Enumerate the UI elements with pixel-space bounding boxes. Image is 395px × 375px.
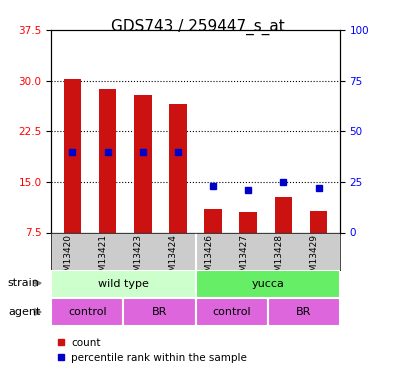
Bar <box>275 197 292 232</box>
Text: control: control <box>212 307 251 317</box>
Text: GSM13424: GSM13424 <box>169 234 178 283</box>
Text: GSM13421: GSM13421 <box>99 234 107 284</box>
Bar <box>99 89 117 232</box>
Text: GSM13426: GSM13426 <box>204 234 213 284</box>
Text: wild type: wild type <box>98 279 149 289</box>
Text: control: control <box>68 307 107 317</box>
Text: yucca: yucca <box>251 279 284 289</box>
Bar <box>134 96 152 232</box>
Bar <box>64 79 81 232</box>
Bar <box>169 104 187 232</box>
Bar <box>196 270 340 298</box>
Text: GDS743 / 259447_s_at: GDS743 / 259447_s_at <box>111 19 284 35</box>
Legend: count, percentile rank within the sample: count, percentile rank within the sample <box>51 334 251 367</box>
Bar <box>239 212 257 232</box>
Text: BR: BR <box>296 307 311 317</box>
Bar <box>123 298 196 326</box>
Text: GSM13420: GSM13420 <box>64 234 72 284</box>
Bar <box>196 298 267 326</box>
Bar <box>51 270 196 298</box>
Text: GSM13429: GSM13429 <box>310 234 319 284</box>
Bar <box>310 211 327 232</box>
Bar <box>204 209 222 232</box>
Text: GSM13427: GSM13427 <box>239 234 248 284</box>
Text: agent: agent <box>8 307 40 317</box>
Text: BR: BR <box>152 307 167 317</box>
Bar <box>51 298 123 326</box>
Text: GSM13423: GSM13423 <box>134 234 143 284</box>
Bar <box>268 298 340 326</box>
Text: GSM13428: GSM13428 <box>275 234 284 284</box>
Text: strain: strain <box>8 278 40 288</box>
